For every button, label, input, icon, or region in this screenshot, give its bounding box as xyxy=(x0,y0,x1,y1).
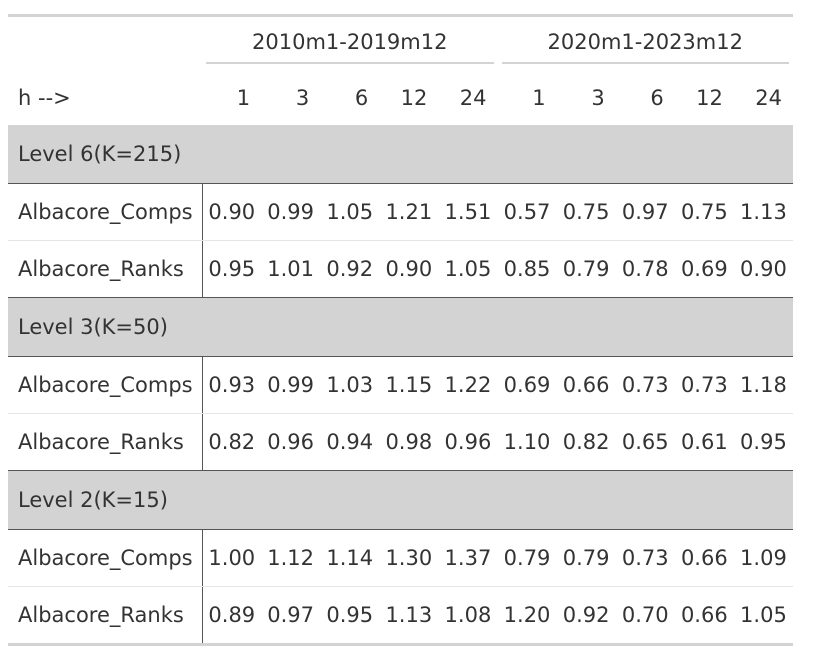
table-cell: 0.65 xyxy=(615,413,675,471)
horizon-header: 12 xyxy=(696,85,723,110)
table-cell: 1.30 xyxy=(379,529,439,587)
horizon-header: 12 xyxy=(400,85,428,110)
table-cell: 0.69 xyxy=(674,240,734,298)
table-cell: 0.66 xyxy=(556,356,616,414)
table-cell: 0.95 xyxy=(320,586,380,646)
group-header-level-6: Level 6(K=215) xyxy=(8,125,793,184)
row-label: Albacore_Comps xyxy=(8,529,203,587)
row-label: Albacore_Comps xyxy=(8,356,203,414)
horizon-header: 24 xyxy=(459,85,487,110)
spanner-blank xyxy=(8,14,202,70)
table-cell: 1.37 xyxy=(438,529,498,587)
table-cell: 0.57 xyxy=(497,183,557,241)
table-cell: 0.82 xyxy=(202,413,262,471)
horizon-header: 3 xyxy=(295,85,310,110)
table-cell: 1.08 xyxy=(438,586,498,646)
table-cell: 1.10 xyxy=(497,413,557,471)
horizon-header: 6 xyxy=(650,85,664,110)
spanner-period-2: 2020m1-2023m12 xyxy=(497,14,793,70)
table-cell: 0.85 xyxy=(497,240,557,298)
table-row: Albacore_Comps 0.90 0.99 1.05 1.21 1.51 … xyxy=(8,183,793,241)
row-label: Albacore_Ranks xyxy=(8,413,203,471)
table-cell: 1.05 xyxy=(733,586,793,646)
table-cell: 1.22 xyxy=(438,356,498,414)
table-cell: 0.98 xyxy=(379,413,439,471)
table-cell: 1.05 xyxy=(438,240,498,298)
table-cell: 0.90 xyxy=(733,240,793,298)
table-cell: 0.96 xyxy=(438,413,498,471)
horizon-header: 1 xyxy=(236,85,251,110)
row-label: Albacore_Ranks xyxy=(8,240,203,298)
table-cell: 0.75 xyxy=(674,183,734,241)
horizon-label: h --> xyxy=(18,85,71,110)
table-cell: 0.70 xyxy=(615,586,675,646)
table-cell: 0.97 xyxy=(615,183,675,241)
horizon-header: 6 xyxy=(354,85,369,110)
table-cell: 0.73 xyxy=(615,529,675,587)
table-cell: 0.69 xyxy=(497,356,557,414)
table-cell: 1.14 xyxy=(320,529,380,587)
horizon-header: 24 xyxy=(755,85,782,110)
table-cell: 1.12 xyxy=(261,529,321,587)
row-label: Albacore_Ranks xyxy=(8,586,203,646)
table-cell: 0.73 xyxy=(674,356,734,414)
table-cell: 0.66 xyxy=(674,529,734,587)
table-cell: 0.90 xyxy=(379,240,439,298)
spanner-period-1: 2010m1-2019m12 xyxy=(202,14,498,70)
table-cell: 0.95 xyxy=(733,413,793,471)
group-header-level-2: Level 2(K=15) xyxy=(8,470,793,530)
table-cell: 0.93 xyxy=(202,356,262,414)
table-cell: 1.18 xyxy=(733,356,793,414)
table-cell: 1.20 xyxy=(497,586,557,646)
table-cell: 1.00 xyxy=(202,529,262,587)
table-cell: 1.51 xyxy=(438,183,498,241)
table-cell: 0.92 xyxy=(556,586,616,646)
table-cell: 0.90 xyxy=(202,183,262,241)
table-cell: 0.66 xyxy=(674,586,734,646)
group-header-level-3: Level 3(K=50) xyxy=(8,297,793,357)
results-table-container: 2010m1-2019m12 2020m1-2023m12 h --> 1 3 … xyxy=(8,14,793,646)
table-cell: 1.01 xyxy=(261,240,321,298)
table-cell: 0.95 xyxy=(202,240,262,298)
results-table: 2010m1-2019m12 2020m1-2023m12 h --> 1 3 … xyxy=(8,14,793,646)
table-cell: 0.99 xyxy=(261,356,321,414)
table-cell: 0.99 xyxy=(261,183,321,241)
table-cell: 0.79 xyxy=(497,529,557,587)
horizon-header: 1 xyxy=(532,85,546,110)
table-cell: 0.73 xyxy=(615,356,675,414)
group-label: Level 6(K=215) xyxy=(8,125,793,184)
table-cell: 0.89 xyxy=(202,586,262,646)
table-cell: 0.75 xyxy=(556,183,616,241)
table-cell: 0.94 xyxy=(320,413,380,471)
table-cell: 0.61 xyxy=(674,413,734,471)
table-cell: 0.79 xyxy=(556,240,616,298)
table-row: Albacore_Ranks 0.95 1.01 0.92 0.90 1.05 … xyxy=(8,240,793,298)
table-cell: 1.13 xyxy=(733,183,793,241)
table-row: Albacore_Comps 0.93 0.99 1.03 1.15 1.22 … xyxy=(8,356,793,414)
column-header-row: h --> 1 3 6 12 24 1 3 6 12 24 xyxy=(8,70,793,125)
table-cell: 1.05 xyxy=(320,183,380,241)
horizon-header: 3 xyxy=(591,85,605,110)
table-cell: 0.82 xyxy=(556,413,616,471)
spanner-row: 2010m1-2019m12 2020m1-2023m12 xyxy=(8,14,793,70)
table-cell: 0.79 xyxy=(556,529,616,587)
table-cell: 1.03 xyxy=(320,356,380,414)
table-cell: 0.97 xyxy=(261,586,321,646)
group-label: Level 2(K=15) xyxy=(8,470,793,530)
table-cell: 1.09 xyxy=(733,529,793,587)
group-label: Level 3(K=50) xyxy=(8,297,793,357)
table-cell: 1.13 xyxy=(379,586,439,646)
table-row: Albacore_Comps 1.00 1.12 1.14 1.30 1.37 … xyxy=(8,529,793,587)
table-cell: 1.21 xyxy=(379,183,439,241)
table-cell: 0.78 xyxy=(615,240,675,298)
table-row: Albacore_Ranks 0.82 0.96 0.94 0.98 0.96 … xyxy=(8,413,793,471)
table-cell: 1.15 xyxy=(379,356,439,414)
row-label: Albacore_Comps xyxy=(8,183,203,241)
table-row: Albacore_Ranks 0.89 0.97 0.95 1.13 1.08 … xyxy=(8,586,793,646)
table-cell: 0.96 xyxy=(261,413,321,471)
table-cell: 0.92 xyxy=(320,240,380,298)
